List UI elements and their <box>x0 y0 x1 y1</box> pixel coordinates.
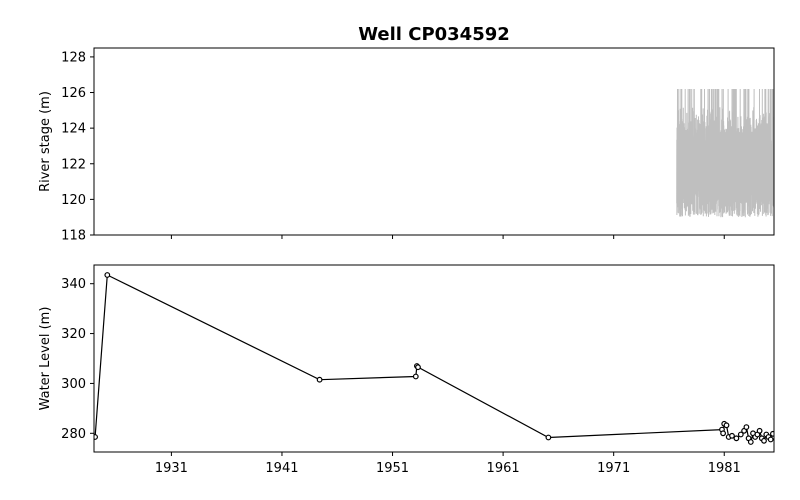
water-level-panel: 280 300 320 340 1931 1941 1951 1961 1971 1981 Wate… <box>38 264 775 476</box>
water-level-data-point <box>729 432 735 439</box>
water-level-data-point <box>720 430 726 437</box>
river-stage-y-tick-label: 120 <box>61 193 86 208</box>
river-stage-y-tick-label: 124 <box>61 122 86 137</box>
water-level-data-point <box>723 422 730 429</box>
water-level-data-point <box>747 439 754 445</box>
water-level-data-point <box>412 373 419 380</box>
water-level-x-tick-label: 1961 <box>487 461 520 476</box>
water-level-y-tick-label: 280 <box>61 427 86 442</box>
chart-title: Well CP034592 <box>358 24 510 45</box>
water-level-data-point <box>545 434 552 441</box>
water-level-data <box>94 272 774 445</box>
water-level-series-line <box>94 274 774 444</box>
water-level-x-tick-label: 1971 <box>597 461 630 476</box>
water-level-data-point <box>316 376 323 383</box>
river-stage-series-line <box>676 88 774 218</box>
river-stage-data <box>676 88 774 218</box>
river-stage-y-tick-label: 122 <box>61 157 86 172</box>
water-level-data-point <box>415 364 421 371</box>
water-level-data-point <box>770 430 774 437</box>
river-stage-y-axis-label: River stage (m) <box>38 91 53 192</box>
water-level-data-point <box>761 437 767 444</box>
river-stage-y-tick-label: 118 <box>61 229 86 244</box>
water-level-x-tick-label: 1931 <box>155 461 188 476</box>
water-level-data-point <box>743 424 750 431</box>
water-level-x-tick-label: 1941 <box>265 461 298 476</box>
river-stage-axes-frame <box>93 47 775 236</box>
river-stage-y-tick-label: 128 <box>61 50 86 65</box>
water-level-data-point <box>94 434 98 440</box>
river-stage-y-tick-label: 126 <box>61 86 86 101</box>
water-level-y-axis-label: Water Level (m) <box>38 307 53 411</box>
water-level-data-point <box>104 272 111 278</box>
water-level-x-tick-label: 1951 <box>376 461 409 476</box>
water-level-y-tick-label: 320 <box>61 327 86 342</box>
water-level-data-point <box>737 431 744 438</box>
water-level-y-tick-label: 340 <box>61 277 86 292</box>
water-level-data-point <box>733 435 740 442</box>
river-stage-panel: 118 120 122 124 126 128 River stage (m) <box>38 47 775 244</box>
water-level-axes-frame <box>93 264 775 453</box>
water-level-data-point <box>756 427 763 434</box>
water-level-x-tick-label: 1981 <box>708 461 741 476</box>
water-level-data-point <box>767 436 774 443</box>
water-level-y-tick-label: 300 <box>61 377 86 392</box>
